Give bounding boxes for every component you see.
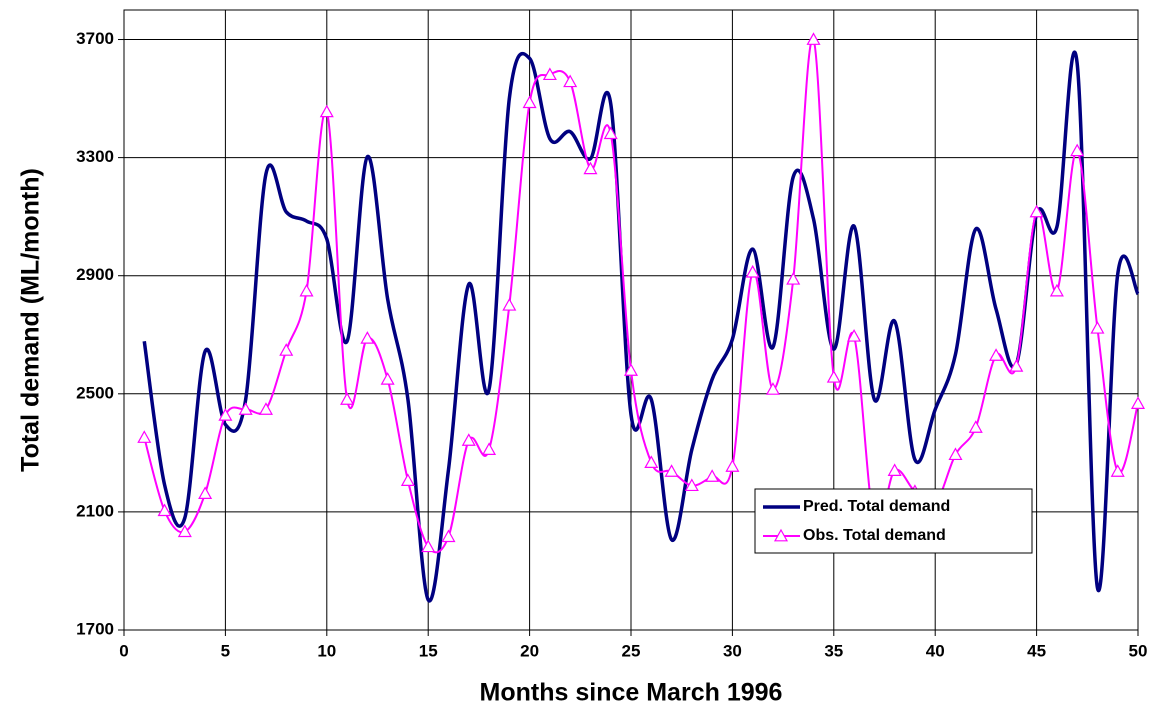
point-marker bbox=[258, 402, 273, 415]
x-tick-label: 30 bbox=[723, 641, 742, 660]
legend-label: Obs. Total demand bbox=[803, 527, 946, 544]
point-marker bbox=[1090, 321, 1105, 334]
x-tick-label: 50 bbox=[1129, 641, 1148, 660]
x-tick-label: 20 bbox=[520, 641, 539, 660]
point-marker bbox=[745, 264, 760, 278]
y-tick-label: 2500 bbox=[76, 383, 114, 402]
x-tick-label: 0 bbox=[119, 641, 128, 660]
point-marker bbox=[421, 539, 436, 553]
point-marker bbox=[502, 298, 517, 311]
point-marker bbox=[887, 463, 902, 476]
legend-label: Pred. Total demand bbox=[803, 498, 950, 515]
point-marker bbox=[157, 503, 172, 517]
point-marker bbox=[198, 486, 213, 499]
point-marker bbox=[1029, 204, 1044, 218]
point-marker bbox=[603, 126, 618, 140]
y-axis-title: Total demand (ML/month) bbox=[17, 168, 45, 472]
x-axis-title: Months since March 1996 bbox=[480, 679, 783, 707]
point-marker bbox=[644, 455, 659, 468]
legend-marker bbox=[773, 528, 789, 542]
point-marker bbox=[177, 524, 192, 538]
point-marker bbox=[826, 370, 841, 383]
point-marker bbox=[664, 464, 679, 477]
y-tick-label: 3700 bbox=[76, 29, 114, 48]
x-tick-label: 10 bbox=[317, 641, 336, 660]
point-marker bbox=[137, 430, 152, 443]
point-marker bbox=[1110, 464, 1125, 477]
point-marker bbox=[400, 473, 415, 487]
legend-box bbox=[754, 488, 1033, 554]
point-marker bbox=[725, 459, 740, 472]
point-marker bbox=[238, 402, 253, 415]
point-marker bbox=[542, 67, 557, 81]
point-marker bbox=[1009, 359, 1024, 372]
point-marker bbox=[705, 469, 720, 482]
y-tick-label: 1700 bbox=[76, 619, 114, 638]
point-marker bbox=[948, 447, 963, 461]
point-marker bbox=[786, 272, 801, 285]
y-tick-label: 2100 bbox=[76, 501, 114, 520]
x-tick-label: 45 bbox=[1027, 641, 1046, 660]
point-marker bbox=[847, 329, 862, 342]
y-tick-label: 3300 bbox=[76, 147, 114, 166]
y-tick-label: 2900 bbox=[76, 265, 114, 284]
point-marker bbox=[522, 95, 537, 109]
point-marker bbox=[461, 433, 476, 446]
legend: Pred. Total demand Obs. Total demand bbox=[754, 488, 1033, 554]
point-marker bbox=[360, 331, 375, 344]
series-line bbox=[143, 37, 1139, 554]
point-marker bbox=[441, 529, 456, 543]
point-marker bbox=[968, 420, 983, 433]
point-marker bbox=[279, 343, 294, 356]
x-tick-label: 35 bbox=[824, 641, 843, 660]
point-marker bbox=[623, 363, 639, 376]
point-marker bbox=[218, 408, 233, 421]
point-marker bbox=[563, 74, 578, 88]
point-marker bbox=[319, 104, 334, 118]
point-marker bbox=[299, 283, 314, 297]
point-marker bbox=[380, 372, 395, 385]
point-marker bbox=[806, 32, 821, 45]
x-tick-label: 15 bbox=[419, 641, 438, 660]
point-marker bbox=[765, 382, 780, 395]
point-marker bbox=[1049, 283, 1064, 297]
point-marker bbox=[989, 348, 1004, 361]
point-marker bbox=[684, 478, 699, 492]
x-tick-label: 40 bbox=[926, 641, 945, 660]
point-marker bbox=[340, 392, 355, 405]
series-line bbox=[142, 50, 1140, 603]
point-marker bbox=[583, 161, 598, 175]
point-marker bbox=[482, 442, 497, 456]
x-tick-label: 5 bbox=[221, 641, 230, 660]
point-marker bbox=[1070, 143, 1085, 157]
x-tick-label: 25 bbox=[622, 641, 641, 660]
point-marker bbox=[1130, 396, 1146, 409]
